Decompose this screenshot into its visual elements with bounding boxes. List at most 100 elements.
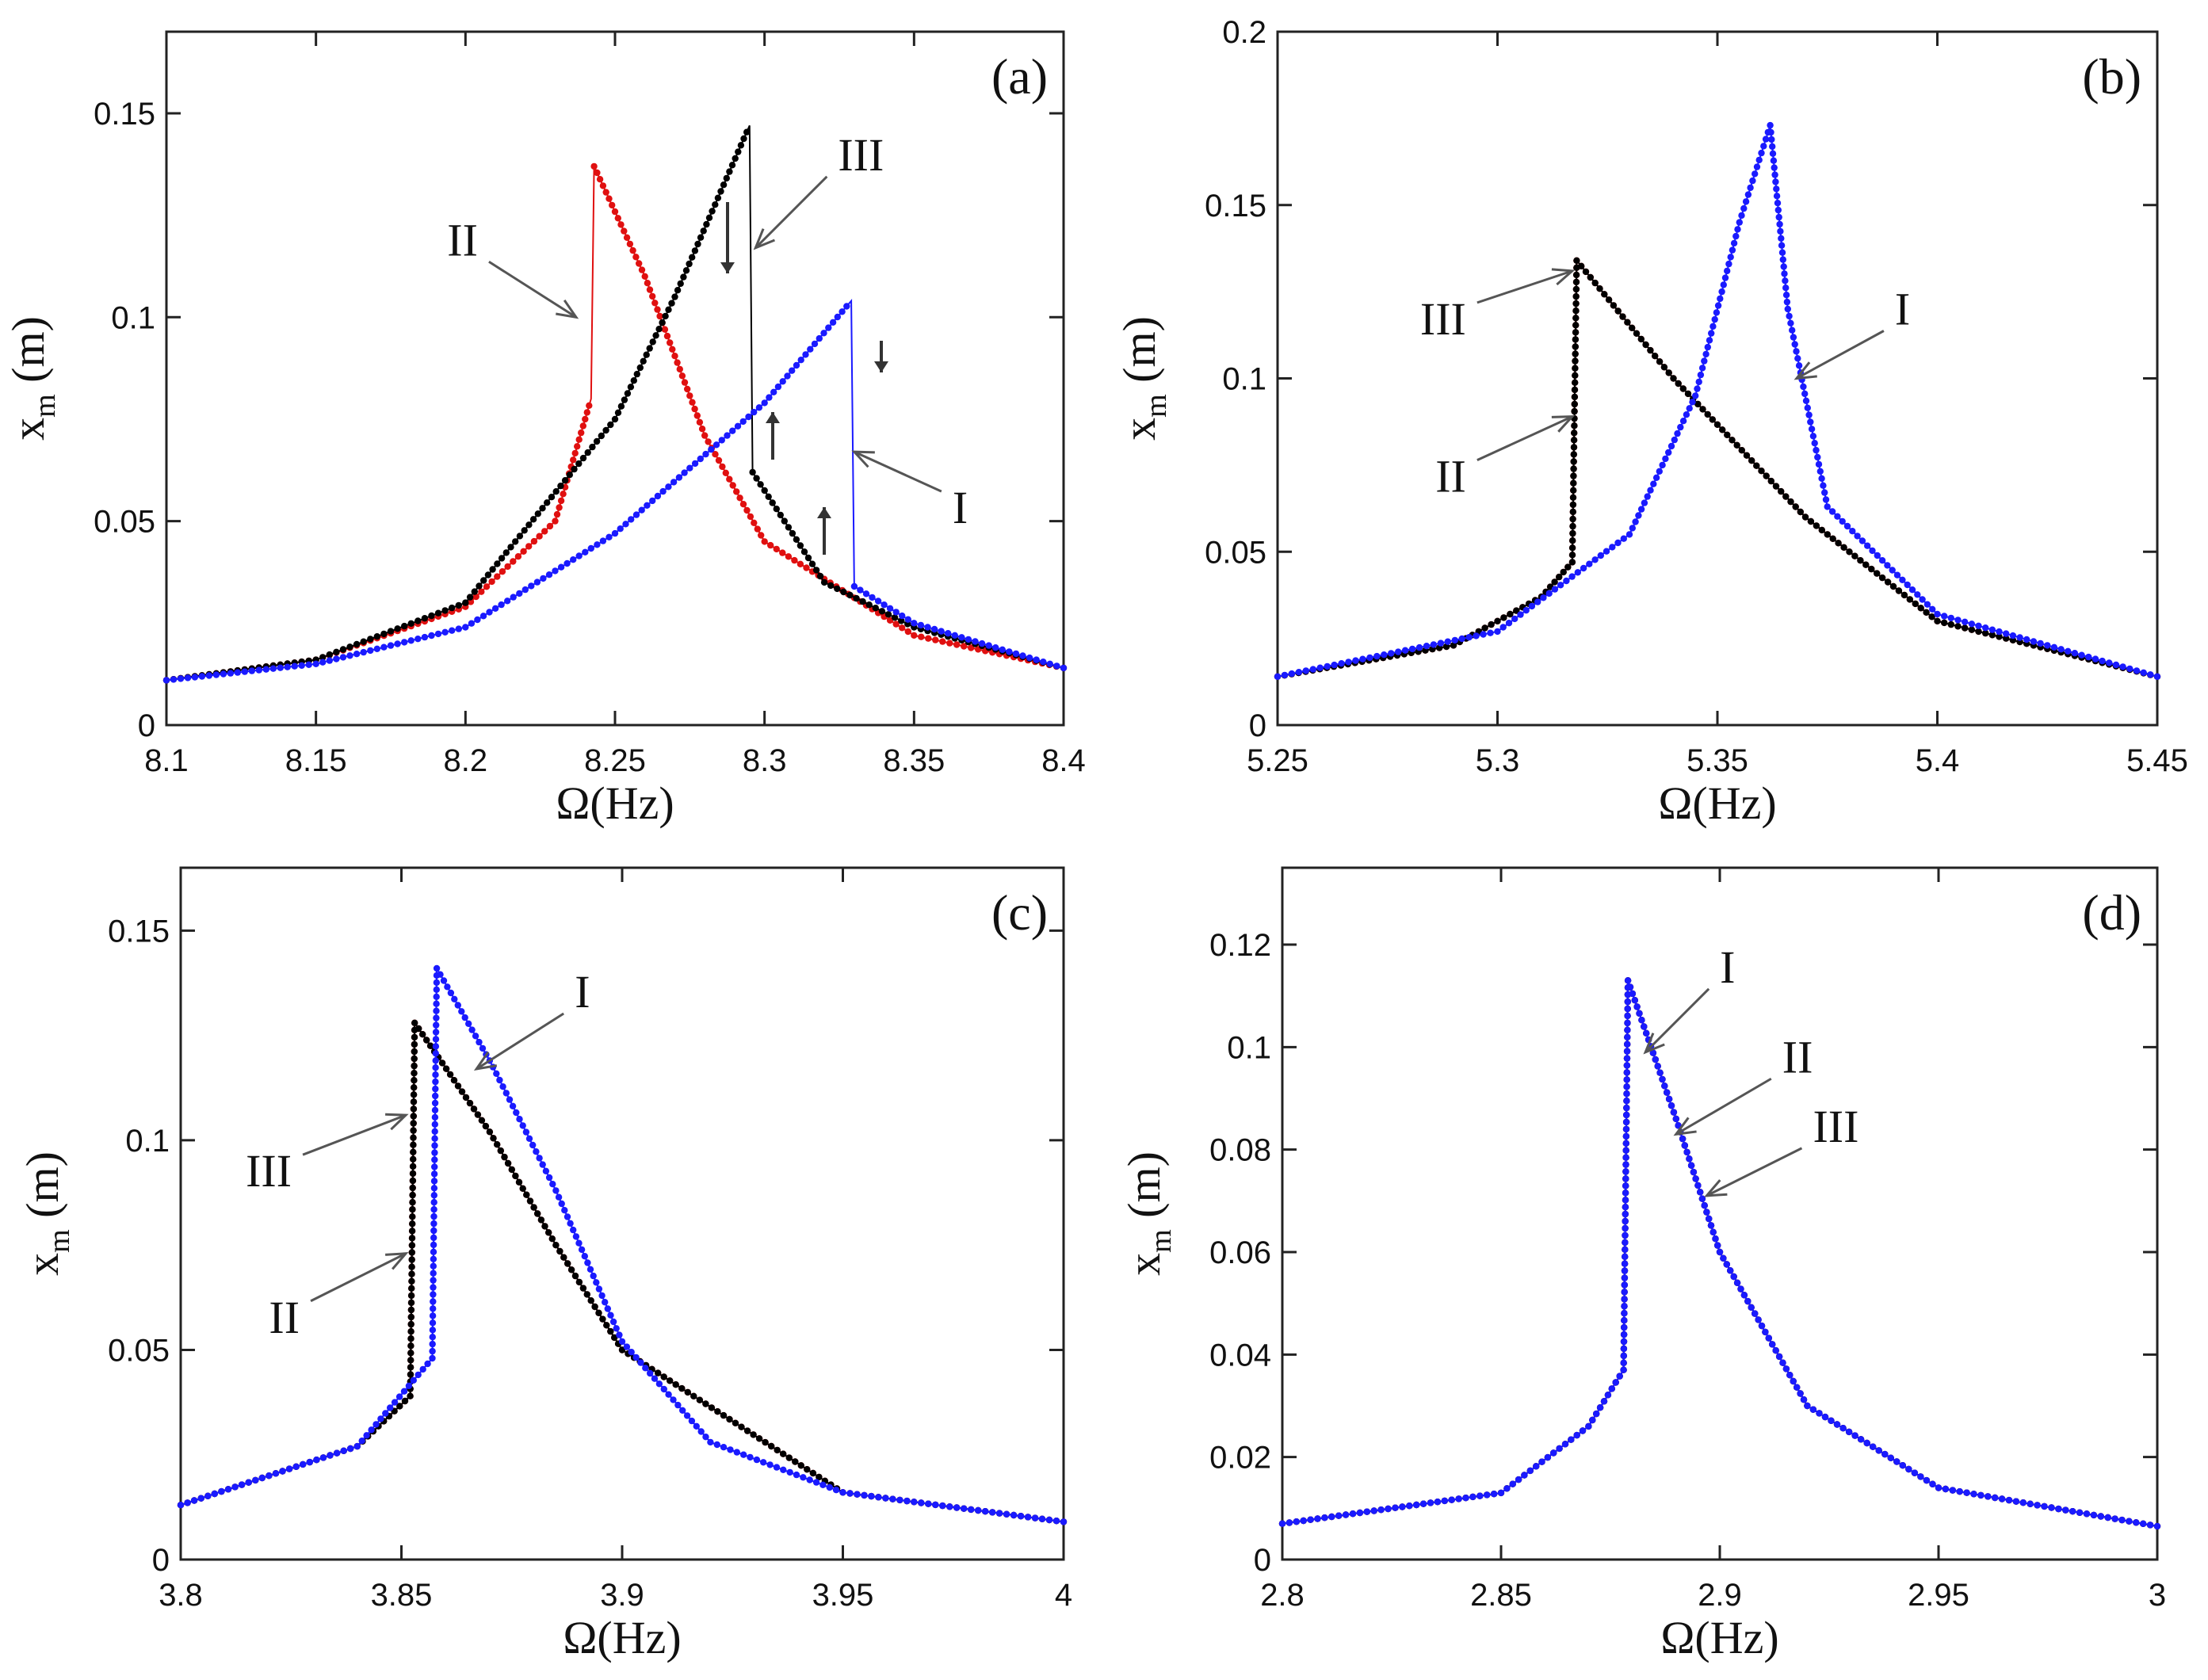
data-point bbox=[605, 195, 613, 202]
data-point bbox=[686, 260, 693, 268]
data-point bbox=[373, 633, 380, 640]
x-tick-label: 3.9 bbox=[600, 1578, 644, 1613]
data-point bbox=[1572, 329, 1580, 336]
data-point bbox=[1744, 191, 1752, 198]
data-point bbox=[1570, 487, 1577, 494]
data-point bbox=[1557, 582, 1564, 589]
data-point bbox=[649, 497, 656, 505]
data-point bbox=[646, 345, 653, 352]
annotation-label: II bbox=[1435, 451, 1466, 502]
data-point bbox=[434, 609, 442, 617]
data-point bbox=[872, 605, 880, 612]
data-point bbox=[497, 1147, 504, 1155]
data-point bbox=[796, 542, 804, 549]
data-point bbox=[521, 527, 528, 534]
data-point bbox=[2083, 1510, 2091, 1518]
data-point bbox=[522, 1128, 530, 1136]
data-point bbox=[709, 208, 716, 215]
data-point bbox=[1816, 1410, 1823, 1417]
data-point bbox=[428, 612, 435, 620]
data-point bbox=[265, 1472, 273, 1480]
data-point bbox=[827, 582, 835, 590]
data-point bbox=[526, 1197, 534, 1205]
data-point bbox=[1962, 618, 1969, 625]
data-point bbox=[733, 1449, 740, 1456]
data-point bbox=[1733, 1279, 1741, 1287]
data-point bbox=[1709, 323, 1717, 330]
data-point bbox=[542, 1167, 550, 1175]
data-point bbox=[546, 522, 554, 530]
data-point bbox=[1572, 372, 1579, 379]
data-point bbox=[745, 413, 752, 421]
y-tick-label: 0.12 bbox=[1209, 928, 1271, 963]
data-point bbox=[646, 286, 654, 293]
data-point bbox=[360, 638, 367, 645]
data-point bbox=[2126, 665, 2134, 673]
data-point bbox=[476, 582, 483, 590]
series-points-I bbox=[1278, 977, 2161, 1530]
data-point bbox=[1868, 565, 1875, 573]
data-point bbox=[684, 385, 691, 393]
data-point bbox=[1774, 200, 1782, 207]
data-point bbox=[419, 1031, 426, 1038]
x-tick-label: 4 bbox=[1055, 1578, 1072, 1613]
data-point bbox=[587, 544, 594, 552]
data-point bbox=[599, 182, 607, 189]
data-point bbox=[462, 1094, 470, 1102]
data-point bbox=[665, 1391, 672, 1398]
data-point bbox=[1585, 1422, 1592, 1430]
data-point bbox=[1815, 460, 1823, 468]
data-point bbox=[1624, 1012, 1631, 1020]
data-point bbox=[1490, 1491, 1498, 1498]
data-point bbox=[380, 643, 388, 651]
data-point bbox=[1755, 156, 1763, 164]
x-axis-label: Ω(Hz) bbox=[1658, 777, 1776, 829]
data-point bbox=[1808, 426, 1816, 433]
data-point bbox=[1605, 296, 1613, 304]
data-point bbox=[1480, 631, 1487, 638]
data-point bbox=[1929, 1480, 1936, 1488]
data-point bbox=[441, 607, 449, 614]
data-point bbox=[655, 1380, 663, 1388]
data-point bbox=[1917, 605, 1924, 612]
direction-arrowhead bbox=[766, 412, 780, 423]
data-point bbox=[590, 1272, 597, 1280]
data-point bbox=[840, 588, 847, 596]
data-point bbox=[1060, 664, 1068, 672]
data-point bbox=[534, 1210, 541, 1217]
data-point bbox=[779, 549, 786, 556]
data-point bbox=[571, 465, 578, 473]
data-point bbox=[1622, 1154, 1629, 1161]
data-point bbox=[1928, 613, 1935, 620]
data-point bbox=[474, 1111, 482, 1118]
data-point bbox=[702, 1434, 709, 1441]
data-point bbox=[705, 438, 712, 445]
data-point bbox=[407, 637, 414, 644]
data-point bbox=[1748, 1304, 1755, 1312]
data-point bbox=[1544, 1453, 1552, 1461]
data-point bbox=[1624, 1019, 1631, 1027]
data-point bbox=[1769, 143, 1776, 151]
data-point bbox=[1624, 1026, 1631, 1034]
data-point bbox=[411, 1070, 418, 1077]
series-line-II bbox=[166, 166, 1064, 682]
data-point bbox=[170, 676, 178, 683]
data-point bbox=[377, 1415, 384, 1422]
data-point bbox=[1818, 475, 1825, 482]
data-point bbox=[429, 1347, 436, 1355]
y-axis-label: xm (m) bbox=[1114, 316, 1173, 441]
data-point bbox=[1934, 610, 1941, 618]
data-point bbox=[1679, 418, 1687, 425]
data-point bbox=[590, 162, 598, 170]
data-point bbox=[671, 353, 678, 360]
data-point bbox=[471, 588, 478, 595]
data-point bbox=[1619, 313, 1626, 320]
data-point bbox=[1550, 1449, 1557, 1457]
data-point bbox=[968, 644, 975, 651]
data-point bbox=[1968, 626, 1976, 633]
data-point bbox=[904, 616, 912, 623]
data-point bbox=[809, 1469, 817, 1477]
data-point bbox=[582, 548, 589, 556]
data-point bbox=[1875, 1447, 1882, 1454]
data-point bbox=[1729, 437, 1736, 444]
